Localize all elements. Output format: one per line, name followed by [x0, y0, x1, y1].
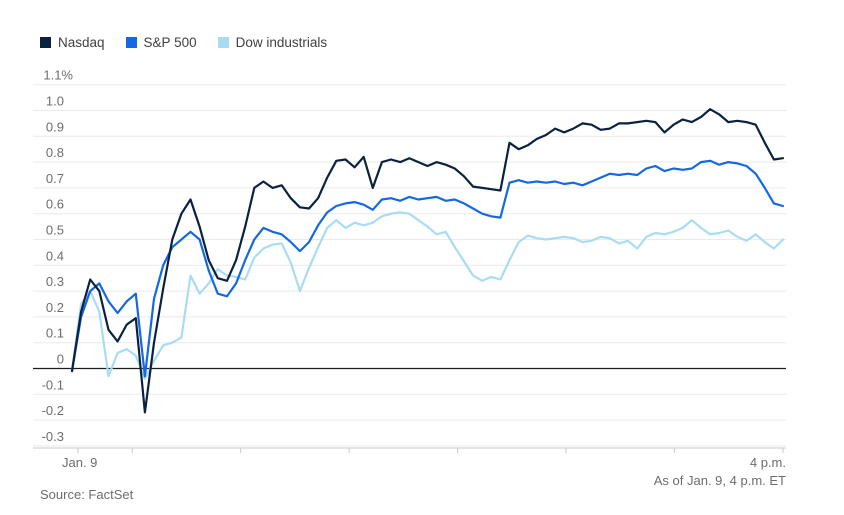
legend-label-sp500: S&P 500: [143, 35, 197, 50]
y-tick-label: 0.2: [46, 300, 64, 315]
y-tick-label: 0.3: [46, 274, 64, 289]
series-lines: [70, 108, 785, 414]
x-axis-end-label: 4 p.m.: [749, 455, 786, 470]
y-tick-label: -0.3: [42, 429, 64, 444]
y-tick-label: 0.8: [46, 145, 64, 160]
x-axis: [33, 447, 786, 453]
nasdaq-line: [70, 108, 785, 414]
y-axis-labels: 1.1% 1.0 0.9 0.8 0.7 0.6 0.5 0.4 0.3 0.2 0.1 0 -0.1 -…: [42, 68, 74, 444]
sp500-line: [70, 159, 785, 378]
legend-label-dow: Dow industrials: [235, 35, 328, 50]
legend-swatch-dow: [217, 37, 229, 48]
legend-item-nasdaq: Nasdaq: [40, 35, 105, 50]
y-tick-label: 0.4: [46, 248, 64, 263]
y-tick-label: 0.1: [46, 326, 64, 341]
legend-item-dow: Dow industrials: [217, 35, 328, 50]
y-tick-label: 0: [57, 352, 64, 367]
y-tick-label: 0.7: [46, 171, 64, 186]
y-tick-label: -0.1: [42, 377, 64, 392]
x-axis-date-label: Jan. 9: [62, 455, 98, 470]
dow-line: [70, 211, 785, 380]
gridlines: [33, 84, 786, 447]
legend: Nasdaq S&P 500 Dow industrials: [40, 35, 327, 50]
as-of-footnote: As of Jan. 9, 4 p.m. ET: [653, 473, 786, 488]
legend-swatch-sp500: [125, 37, 137, 48]
y-tick-label: 0.5: [46, 223, 64, 238]
y-tick-label: 0.6: [46, 197, 64, 212]
y-tick-label: 1.1%: [43, 68, 73, 83]
legend-label-nasdaq: Nasdaq: [58, 35, 105, 50]
source-credit: Source: FactSet: [40, 487, 134, 502]
y-tick-label: -0.2: [42, 403, 64, 418]
y-tick-label: 0.9: [46, 119, 64, 134]
y-tick-label: 1.0: [46, 94, 64, 109]
legend-item-sp500: S&P 500: [125, 35, 197, 50]
legend-swatch-nasdaq: [40, 37, 51, 48]
